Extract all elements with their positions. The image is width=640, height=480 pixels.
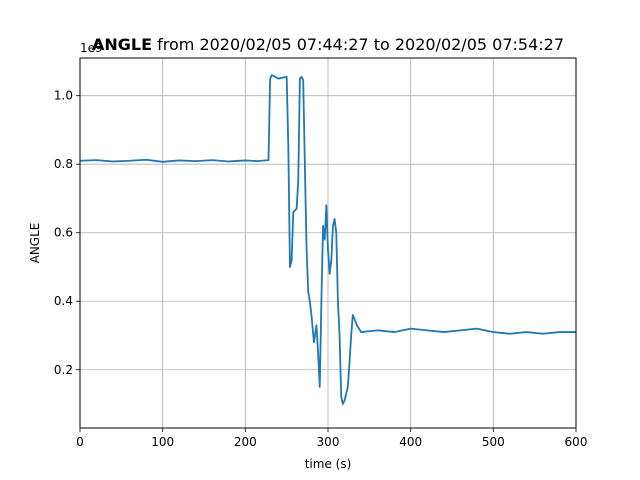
y-axis-ticks: 0.2 0.4 0.6 0.8 1.0 (54, 89, 80, 377)
x-tick-label: 0 (76, 435, 84, 449)
x-axis-label: time (s) (305, 457, 352, 471)
y-tick-label: 0.4 (54, 294, 73, 308)
x-axis-ticks: 0 100 200 300 400 500 600 (76, 428, 587, 449)
y-tick-label: 0.6 (54, 226, 73, 240)
x-tick-label: 400 (399, 435, 422, 449)
x-tick-label: 100 (151, 435, 174, 449)
x-tick-label: 500 (482, 435, 505, 449)
y-tick-label: 0.2 (54, 363, 73, 377)
x-tick-label: 300 (317, 435, 340, 449)
y-tick-label: 0.8 (54, 157, 73, 171)
chart-title-bold: ANGLE (92, 35, 152, 54)
chart-title: ANGLE from 2020/02/05 07:44:27 to 2020/0… (92, 35, 564, 54)
series-layer (79, 74, 576, 405)
x-tick-label: 600 (565, 435, 588, 449)
x-tick-label: 200 (234, 435, 257, 449)
chart-title-rest: from 2020/02/05 07:44:27 to 2020/02/05 0… (152, 35, 564, 54)
y-axis-label: ANGLE (28, 223, 42, 264)
y-offset-text: 1e9 (80, 41, 103, 55)
series-line (79, 74, 576, 405)
y-tick-label: 1.0 (54, 89, 73, 103)
